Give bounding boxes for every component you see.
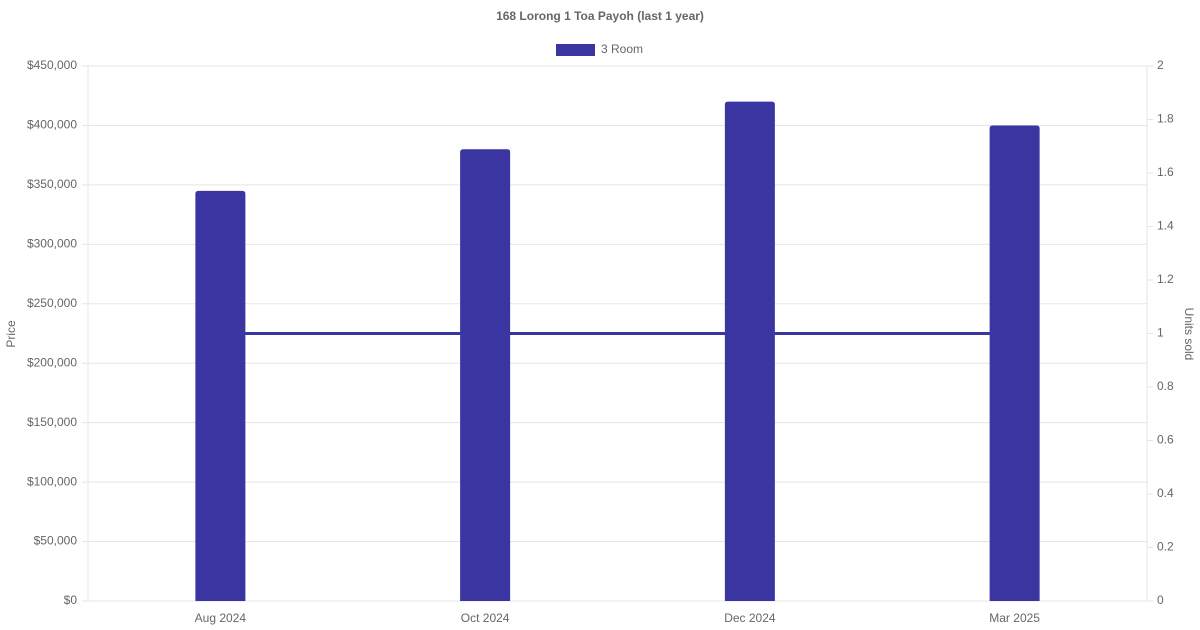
- x-tick-label: Dec 2024: [724, 611, 776, 625]
- y-tick-label: $250,000: [27, 296, 77, 310]
- y-tick-label: $350,000: [27, 177, 77, 191]
- bar: [460, 149, 511, 601]
- y2-tick-label: 0.2: [1157, 540, 1174, 554]
- y-tick-label: $50,000: [34, 534, 78, 548]
- legend-label: 3 Room: [601, 42, 643, 56]
- y2-tick-label: 0: [1157, 593, 1164, 607]
- y2-tick-label: 0.6: [1157, 433, 1174, 447]
- y2-tick-label: 1.8: [1157, 112, 1174, 126]
- bar: [724, 101, 775, 602]
- y2-tick-label: 1.6: [1157, 165, 1174, 179]
- y-tick-label: $300,000: [27, 237, 77, 251]
- x-tick-label: Mar 2025: [989, 611, 1040, 625]
- y-tick-label: $100,000: [27, 474, 77, 488]
- y2-tick-label: 1: [1157, 326, 1164, 340]
- bar: [195, 190, 246, 602]
- y2-tick-label: 0.4: [1157, 486, 1174, 500]
- y2-tick-label: 0.8: [1157, 379, 1174, 393]
- y-tick-label: $400,000: [27, 118, 77, 132]
- y-tick-label: $150,000: [27, 415, 77, 429]
- y-tick-label: $450,000: [27, 58, 77, 72]
- x-tick-label: Aug 2024: [195, 611, 247, 625]
- legend-swatch: [556, 44, 595, 56]
- bar: [989, 125, 1040, 601]
- y-axis-title: Price: [4, 320, 18, 348]
- y-tick-label: $0: [64, 593, 78, 607]
- x-tick-label: Oct 2024: [461, 611, 510, 625]
- y2-tick-label: 1.4: [1157, 219, 1174, 233]
- y2-tick-label: 1.2: [1157, 272, 1174, 286]
- chart-title: 168 Lorong 1 Toa Payoh (last 1 year): [496, 9, 704, 23]
- y2-axis-title: Units sold: [1182, 308, 1196, 361]
- y2-tick-label: 2: [1157, 58, 1164, 72]
- y-tick-label: $200,000: [27, 355, 77, 369]
